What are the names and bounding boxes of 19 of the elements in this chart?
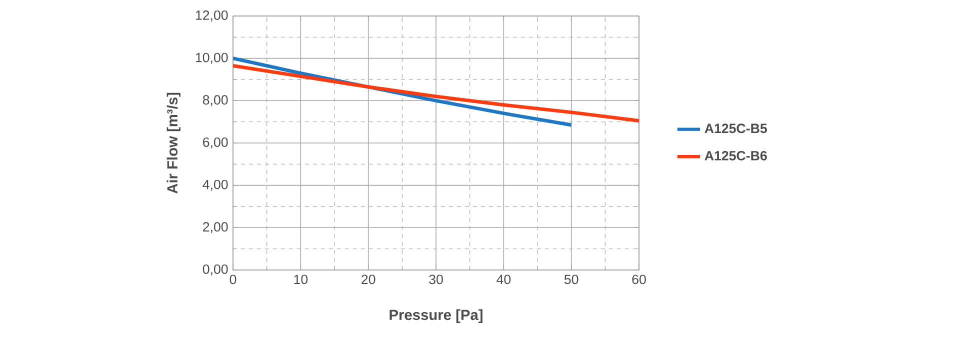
legend-label: A125C-B6 bbox=[704, 150, 767, 160]
x-tick-label: 50 bbox=[564, 274, 578, 284]
y-tick-label: 12,00 bbox=[196, 10, 228, 22]
x-tick-label: 30 bbox=[429, 274, 443, 284]
x-tick-label: 0 bbox=[230, 274, 236, 284]
y-tick-label: 0,00 bbox=[202, 264, 228, 276]
legend-label: A125C-B5 bbox=[704, 124, 767, 134]
x-tick-label: 60 bbox=[632, 274, 646, 284]
y-axis-title: Air Flow [m³/s] bbox=[166, 92, 180, 194]
x-tick-label: 10 bbox=[294, 274, 308, 284]
y-tick-label: 2,00 bbox=[203, 222, 228, 234]
x-axis-title: Pressure [Pa] bbox=[390, 309, 482, 323]
y-tick-label: 6,00 bbox=[203, 137, 228, 149]
x-tick-label: 20 bbox=[362, 274, 376, 284]
y-tick-label: 4,00 bbox=[202, 180, 228, 191]
y-tick-label: 10,00 bbox=[196, 52, 228, 64]
y-tick-label: 8,00 bbox=[202, 95, 228, 106]
x-tick-label: 40 bbox=[496, 274, 511, 284]
line-series bbox=[233, 64, 639, 123]
